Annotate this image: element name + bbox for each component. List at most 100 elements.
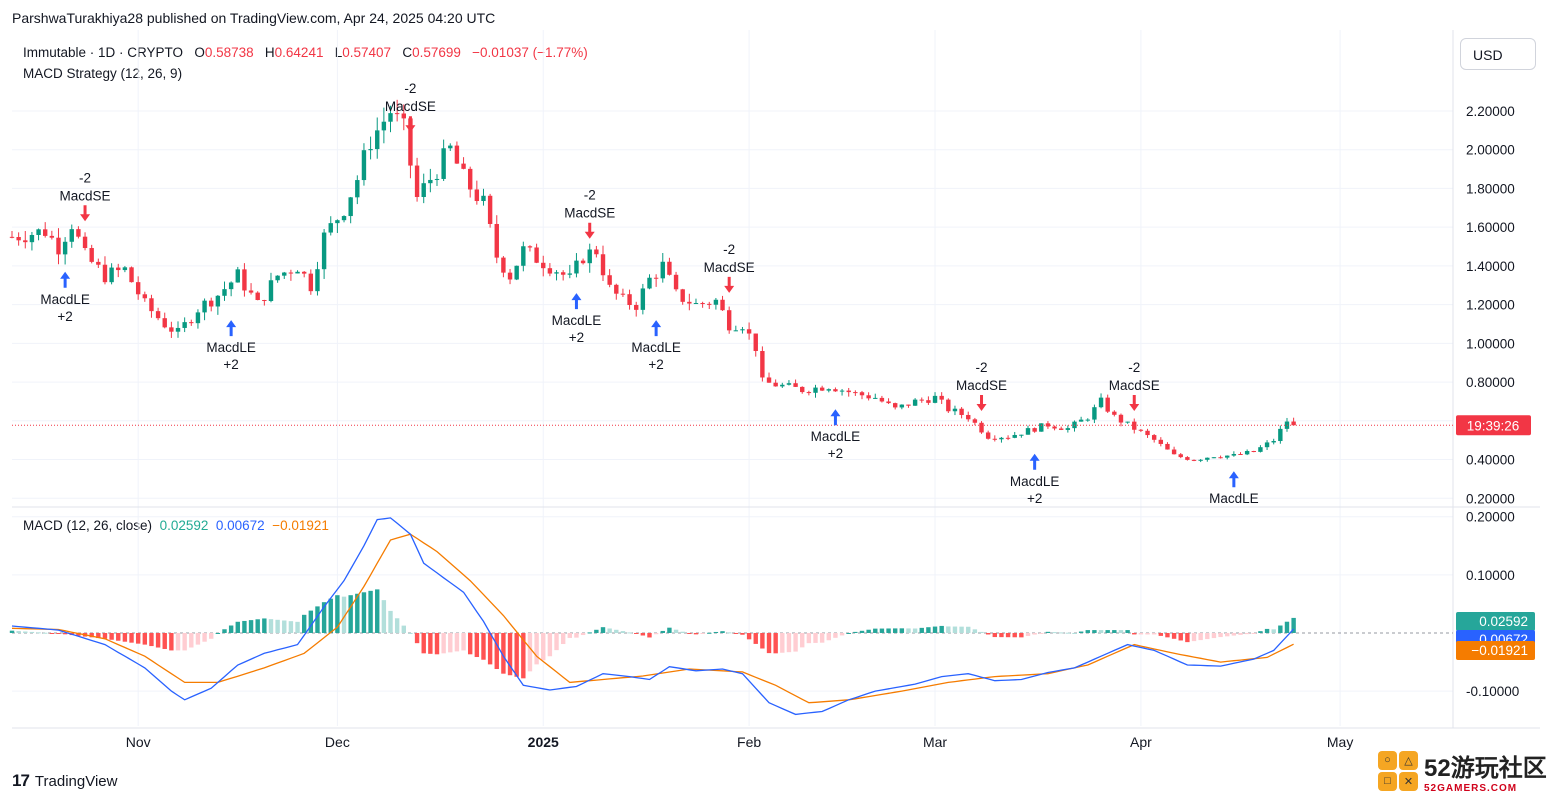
short-entry-label: MacdSE (385, 99, 436, 114)
candle-body (175, 327, 181, 332)
candle-body (1059, 428, 1064, 430)
macd-histogram-bar (315, 606, 320, 633)
macd-histogram-bar (408, 632, 413, 634)
candle-body (308, 273, 314, 292)
candle-body (16, 237, 21, 241)
candle-body (448, 145, 453, 149)
macd-histogram-bar (1291, 617, 1296, 633)
macd-histogram-bar (328, 598, 333, 633)
candle-body (162, 318, 167, 328)
candle-body (1065, 428, 1071, 430)
candle-body (361, 150, 367, 181)
macd-histogram-bar (9, 630, 15, 633)
macd-legend: MACD (12, 26, close) 0.02592 0.00672 −0.… (23, 518, 329, 533)
price-tick-label: 2.20000 (1466, 104, 1515, 119)
macd-histogram-bar (713, 631, 719, 633)
macd-histogram-bar (255, 619, 260, 633)
candle-body (96, 261, 101, 265)
macd-histogram-bar (209, 632, 214, 639)
macd-legend-signal: −0.01921 (272, 518, 329, 533)
candle-body (833, 389, 838, 392)
macd-histogram-bar (740, 632, 745, 635)
macd-histogram-bar (1039, 632, 1044, 634)
candle-body (1291, 421, 1296, 426)
macd-histogram-bar (49, 632, 55, 634)
time-tick-label: May (1327, 734, 1353, 750)
macd-histogram-bar (474, 632, 480, 658)
low-label: L (334, 45, 343, 60)
candle-body (1005, 437, 1011, 439)
candle-body (301, 271, 307, 274)
macd-histogram-bar (202, 632, 207, 642)
long-entry-qty: +2 (828, 446, 843, 461)
macd-histogram-bar (707, 632, 712, 634)
macd-histogram-bar (441, 632, 446, 654)
candle-body (129, 267, 134, 283)
candle-body (275, 275, 280, 281)
macd-histogram-bar (1125, 630, 1130, 633)
candle-body (1231, 453, 1237, 456)
candle-body (1145, 430, 1150, 436)
tradingview-logo[interactable]: 17 TradingView (12, 771, 117, 791)
candle-body (82, 236, 88, 249)
macd-histogram-bar (335, 595, 340, 633)
macd-histogram-bar (726, 632, 732, 634)
candle-body (368, 149, 373, 151)
candle-body (966, 414, 971, 420)
macd-histogram-bar (653, 632, 659, 635)
macd-histogram-bar (494, 632, 499, 670)
candle-body (793, 383, 798, 387)
candle-body (215, 295, 221, 307)
short-entry-label: MacdSE (704, 260, 755, 275)
candle-body (959, 408, 964, 415)
macd-histogram-bar (262, 618, 267, 633)
macd-histogram-bar (308, 610, 314, 633)
candle-body (169, 327, 174, 332)
candle-body (600, 254, 606, 276)
candle-body (122, 267, 128, 271)
time-tick-label: 2025 (528, 734, 559, 750)
time-tick-label: Dec (325, 734, 350, 750)
candle-body (1125, 421, 1130, 423)
candle-body (819, 387, 825, 391)
macd-histogram-bar (972, 629, 978, 633)
candle-body (979, 422, 984, 433)
macd-histogram-bar (23, 631, 28, 633)
candle-body (109, 267, 114, 283)
macd-histogram-bar (1258, 631, 1263, 633)
candle-body (1198, 459, 1203, 461)
time-tick-label: Mar (923, 734, 947, 750)
candle-body (381, 121, 387, 131)
macd-histogram-bar (487, 632, 493, 665)
candle-body (102, 264, 108, 283)
macd-histogram-bar (29, 631, 35, 633)
macd-histogram-bar (461, 632, 466, 651)
candle-body (341, 216, 347, 221)
macd-histogram-bar (1098, 630, 1104, 633)
macd-histogram-bar (76, 632, 81, 636)
candle-body (1264, 442, 1270, 448)
candle-body (992, 438, 998, 440)
macd-histogram-bar (1251, 632, 1256, 634)
price-tick-label: 0.40000 (1466, 453, 1515, 468)
candle-body (408, 118, 413, 166)
macd-histogram-bar (448, 632, 453, 653)
long-entry-arrow (571, 293, 582, 310)
macd-histogram-bar (189, 632, 194, 648)
grid-lines (12, 30, 1453, 726)
macd-histogram-bar (567, 632, 573, 638)
macd-histogram-bar (1211, 632, 1217, 639)
candle-body (800, 386, 805, 393)
currency-button[interactable]: USD (1460, 38, 1536, 70)
macd-histogram-bar (361, 592, 367, 633)
macd-legend-title: MACD (12, 26, close) (23, 518, 153, 533)
macd-legend-hist: 0.02592 (159, 518, 209, 533)
macd-histogram-bar (301, 614, 307, 633)
candle-body (560, 272, 566, 275)
macd-histogram-bar (620, 631, 626, 633)
candle-body (707, 303, 712, 305)
candle-body (69, 229, 74, 242)
macd-histogram-bar (766, 632, 772, 654)
macd-histogram-bar (932, 626, 938, 633)
